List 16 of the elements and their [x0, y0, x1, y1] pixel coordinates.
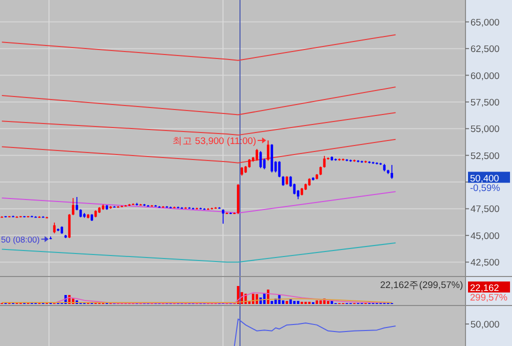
annotation: 22,162주(299,57%): [380, 280, 463, 291]
y-tick-label: 47,500: [470, 204, 500, 216]
text: 50,000: [470, 320, 500, 330]
y-tick-label: 45,000: [470, 230, 500, 242]
annotation: 50 (08:00): [1, 234, 40, 245]
y-tick-label: 55,000: [470, 124, 500, 136]
y-tick-label: 57,500: [470, 97, 500, 108]
text: 299,57%: [470, 292, 508, 304]
text: 50,400: [470, 173, 500, 184]
text: -0,59%: [470, 182, 501, 194]
y-tick-label: 65,000: [470, 17, 500, 28]
y-tick-label: 60,000: [470, 70, 500, 82]
y-tick-label: 52,500: [470, 150, 500, 162]
y-tick-label: 42,500: [470, 258, 500, 269]
text: 22,162: [470, 283, 500, 294]
y-tick-label: 62,500: [470, 44, 500, 56]
